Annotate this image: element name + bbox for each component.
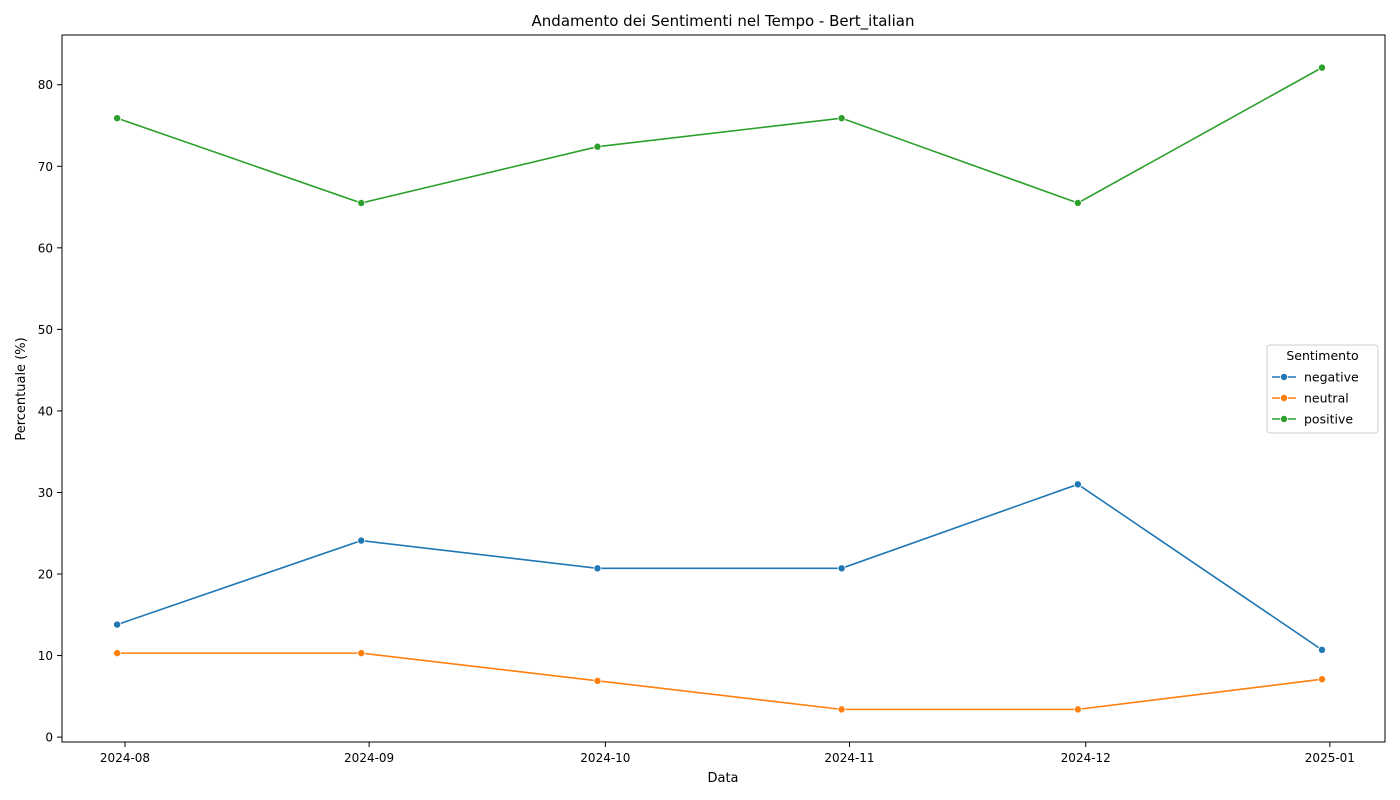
x-tick-label: 2024-09 bbox=[344, 751, 394, 765]
x-tick-label: 2025-01 bbox=[1305, 751, 1355, 765]
data-point-positive bbox=[1318, 63, 1327, 72]
chart-title: Andamento dei Sentimenti nel Tempo - Ber… bbox=[532, 12, 915, 31]
data-point-neutral bbox=[593, 676, 602, 685]
y-tick-label: 40 bbox=[38, 404, 53, 418]
data-point-neutral bbox=[1073, 705, 1082, 714]
y-tick-label: 80 bbox=[38, 78, 53, 92]
y-tick-label: 10 bbox=[38, 649, 53, 663]
legend-marker-neutral bbox=[1280, 393, 1289, 402]
series-positive bbox=[113, 63, 1327, 207]
data-point-negative bbox=[1318, 645, 1327, 654]
legend-marker-positive bbox=[1280, 414, 1289, 423]
x-tick-label: 2024-12 bbox=[1061, 751, 1111, 765]
data-point-positive bbox=[357, 198, 366, 207]
legend-marker-negative bbox=[1280, 372, 1289, 381]
data-point-negative bbox=[357, 536, 366, 545]
data-point-positive bbox=[1073, 198, 1082, 207]
legend-title: Sentimento bbox=[1286, 348, 1358, 363]
y-tick-label: 20 bbox=[38, 568, 53, 582]
x-axis-label: Data bbox=[707, 771, 738, 786]
data-point-neutral bbox=[357, 649, 366, 658]
legend: Sentimento negative neutral positive bbox=[1266, 344, 1379, 434]
data-point-negative bbox=[113, 620, 122, 629]
y-tick-label: 60 bbox=[38, 241, 53, 255]
x-tick-label: 2024-08 bbox=[100, 751, 150, 765]
series-line-negative bbox=[116, 483, 1323, 651]
series-line-positive bbox=[116, 66, 1323, 204]
y-tick-label: 0 bbox=[45, 731, 53, 745]
series-line-neutral bbox=[117, 652, 1323, 711]
x-tick-label: 2024-11 bbox=[824, 751, 874, 765]
data-point-negative bbox=[593, 564, 602, 573]
y-axis-label: Percentuale (%) bbox=[14, 337, 29, 440]
y-tick-label: 70 bbox=[38, 160, 53, 174]
data-point-positive bbox=[113, 114, 122, 123]
series-neutral bbox=[113, 649, 1327, 714]
series-negative bbox=[113, 480, 1327, 654]
x-tick-label: 2024-10 bbox=[580, 751, 630, 765]
legend-label-positive: positive bbox=[1304, 412, 1353, 427]
data-point-negative bbox=[837, 564, 846, 573]
legend-label-neutral: neutral bbox=[1304, 391, 1349, 406]
data-point-neutral bbox=[837, 705, 846, 714]
plot-area: 0 10 20 30 40 50 60 70 80 2024-08 2024-09 2024-10 20… bbox=[38, 34, 1386, 765]
legend-label-negative: negative bbox=[1304, 370, 1359, 385]
legend-box bbox=[1266, 344, 1379, 434]
data-point-positive bbox=[837, 114, 846, 123]
data-point-neutral bbox=[1318, 675, 1327, 684]
data-point-neutral bbox=[113, 649, 122, 658]
data-point-negative bbox=[1073, 480, 1082, 489]
y-tick-label: 50 bbox=[38, 323, 53, 337]
data-point-positive bbox=[593, 142, 602, 151]
y-tick-label: 30 bbox=[38, 486, 53, 500]
axes-frame bbox=[61, 34, 1386, 743]
